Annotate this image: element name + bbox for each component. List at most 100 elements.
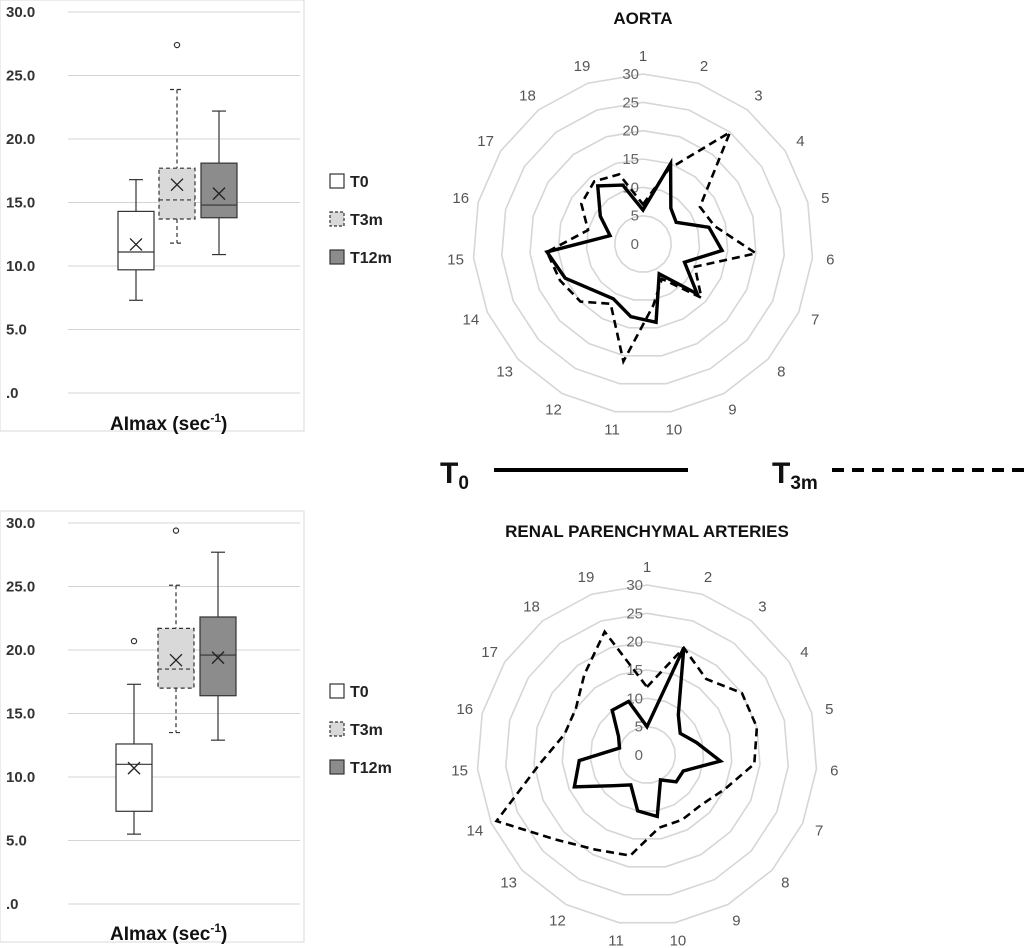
radar-ring xyxy=(613,214,673,273)
x-axis-label: AImax (sec-1) xyxy=(110,411,227,435)
radar-tick-label: 5 xyxy=(631,208,639,225)
radar-spoke-label: 10 xyxy=(670,932,687,948)
radar-spoke-label: 8 xyxy=(781,874,789,891)
radar-ring xyxy=(561,669,733,840)
radar-series-T3m xyxy=(545,129,760,366)
box-T12m xyxy=(200,162,238,219)
radar-spoke-label: 5 xyxy=(825,701,833,718)
y-tick-label: 25.0 xyxy=(6,68,35,85)
radar-ring xyxy=(557,158,729,329)
x-axis-label: AImax (sec-1) xyxy=(110,921,227,945)
plot-border xyxy=(0,510,305,943)
radar-ring xyxy=(501,101,785,385)
radar-aorta: AORTA05101520253012345678910111213141516… xyxy=(447,9,834,438)
y-tick-label: 20.0 xyxy=(6,642,35,659)
radar-tick-label: 25 xyxy=(622,94,639,111)
radar-tick-label: 5 xyxy=(635,719,643,736)
radar-spoke-label: 19 xyxy=(574,58,591,75)
radar-spoke-label: 8 xyxy=(777,363,785,380)
radar-tick-label: 30 xyxy=(622,66,639,83)
legend-swatch-T12m xyxy=(329,249,345,265)
radar-spoke-label: 17 xyxy=(477,133,494,150)
y-tick-label: 30.0 xyxy=(6,4,35,21)
radar-spoke-label: 11 xyxy=(608,932,624,948)
legend-swatch-T12m xyxy=(329,759,345,775)
radar-ring xyxy=(585,186,701,301)
radar-series-T0 xyxy=(544,157,725,325)
boxplot-renal: .0 5.0 10.0 15.0 20.0 25.0 30.0 AImax (sec-1) T0… xyxy=(0,510,392,945)
radar-tick-label: 15 xyxy=(622,151,639,168)
radar-spoke-label: 12 xyxy=(549,912,566,929)
radar-tick-label: 20 xyxy=(622,123,639,140)
radar-spoke-label: 3 xyxy=(754,88,762,105)
y-tick-label: 30.0 xyxy=(6,515,35,532)
radar-spoke-label: 2 xyxy=(704,569,712,586)
radar-ring xyxy=(505,612,789,896)
radar-spoke-label: 1 xyxy=(643,559,651,576)
box-T12m xyxy=(199,616,237,697)
box-T0 xyxy=(117,210,155,271)
radar-ring xyxy=(589,697,705,812)
radar-renal: RENAL PARENCHYMAL ARTERIES05101520253012… xyxy=(451,522,838,948)
radar-spoke-label: 2 xyxy=(700,58,708,75)
legend-swatch-T0 xyxy=(329,683,345,699)
radar-spoke-label: 19 xyxy=(578,569,595,586)
radar-title: RENAL PARENCHYMAL ARTERIES xyxy=(505,522,789,541)
plot-border xyxy=(0,0,305,432)
radar-spoke-label: 13 xyxy=(496,363,513,380)
y-tick-label: 20.0 xyxy=(6,131,35,148)
legend-label-T3m: T3m xyxy=(350,722,383,739)
main-legend: T0 T3m xyxy=(440,457,1028,494)
radar-ring xyxy=(533,640,761,868)
y-tick-label: .0 xyxy=(6,896,19,913)
radar-series-T3m xyxy=(494,629,759,858)
radar-tick-label: 25 xyxy=(626,605,643,622)
radar-spoke-label: 4 xyxy=(800,644,808,661)
box-outlier xyxy=(172,527,180,534)
radar-ring xyxy=(472,73,814,413)
radar-spoke-label: 7 xyxy=(811,312,819,329)
radar-spoke-label: 5 xyxy=(821,190,829,207)
radar-series-T0 xyxy=(572,647,725,819)
legend-label-T0: T0 xyxy=(350,174,369,191)
legend-t0-label: T0 xyxy=(440,457,469,494)
radar-spoke-label: 4 xyxy=(796,133,804,150)
legend-swatch-T0 xyxy=(329,173,345,189)
box-outlier xyxy=(173,41,181,49)
y-tick-label: 15.0 xyxy=(6,195,35,212)
box-mean-marker xyxy=(211,651,225,665)
radar-spoke-label: 14 xyxy=(462,312,479,329)
radar-spoke-label: 16 xyxy=(452,190,469,207)
legend-swatch-T3m xyxy=(329,211,345,227)
radar-spoke-label: 6 xyxy=(826,252,834,269)
radar-spoke-label: 17 xyxy=(481,644,498,661)
radar-spoke-label: 3 xyxy=(758,599,766,616)
radar-spoke-label: 15 xyxy=(451,763,468,780)
radar-spoke-label: 13 xyxy=(500,874,517,891)
box-mean-marker xyxy=(129,237,143,251)
legend-label-T12m: T12m xyxy=(350,250,392,267)
radar-title: AORTA xyxy=(613,9,672,28)
radar-spoke-label: 12 xyxy=(545,401,562,418)
legend-swatch-T3m xyxy=(329,721,345,737)
legend-label-T12m: T12m xyxy=(350,760,392,777)
radar-spoke-label: 7 xyxy=(815,823,823,840)
radar-spoke-label: 1 xyxy=(639,48,647,65)
radar-ring xyxy=(476,584,818,924)
box-T3m xyxy=(158,167,196,220)
radar-tick-label: 0 xyxy=(635,747,643,764)
radar-spoke-label: 11 xyxy=(604,421,620,438)
radar-spoke-label: 18 xyxy=(523,599,540,616)
legend-label-T3m: T3m xyxy=(350,212,383,229)
box-mean-marker xyxy=(212,187,226,201)
radar-spoke-label: 18 xyxy=(519,88,536,105)
y-tick-label: .0 xyxy=(6,385,19,402)
boxplot-aorta: .0 5.0 10.0 15.0 20.0 25.0 30.0 AImax (sec-1) T0… xyxy=(0,0,392,435)
radar-tick-label: 20 xyxy=(626,634,643,651)
radar-tick-label: 0 xyxy=(631,236,639,253)
y-tick-label: 10.0 xyxy=(6,769,35,786)
box-T3m xyxy=(157,627,195,689)
box-mean-marker xyxy=(169,653,183,667)
radar-spoke-label: 15 xyxy=(447,252,464,269)
